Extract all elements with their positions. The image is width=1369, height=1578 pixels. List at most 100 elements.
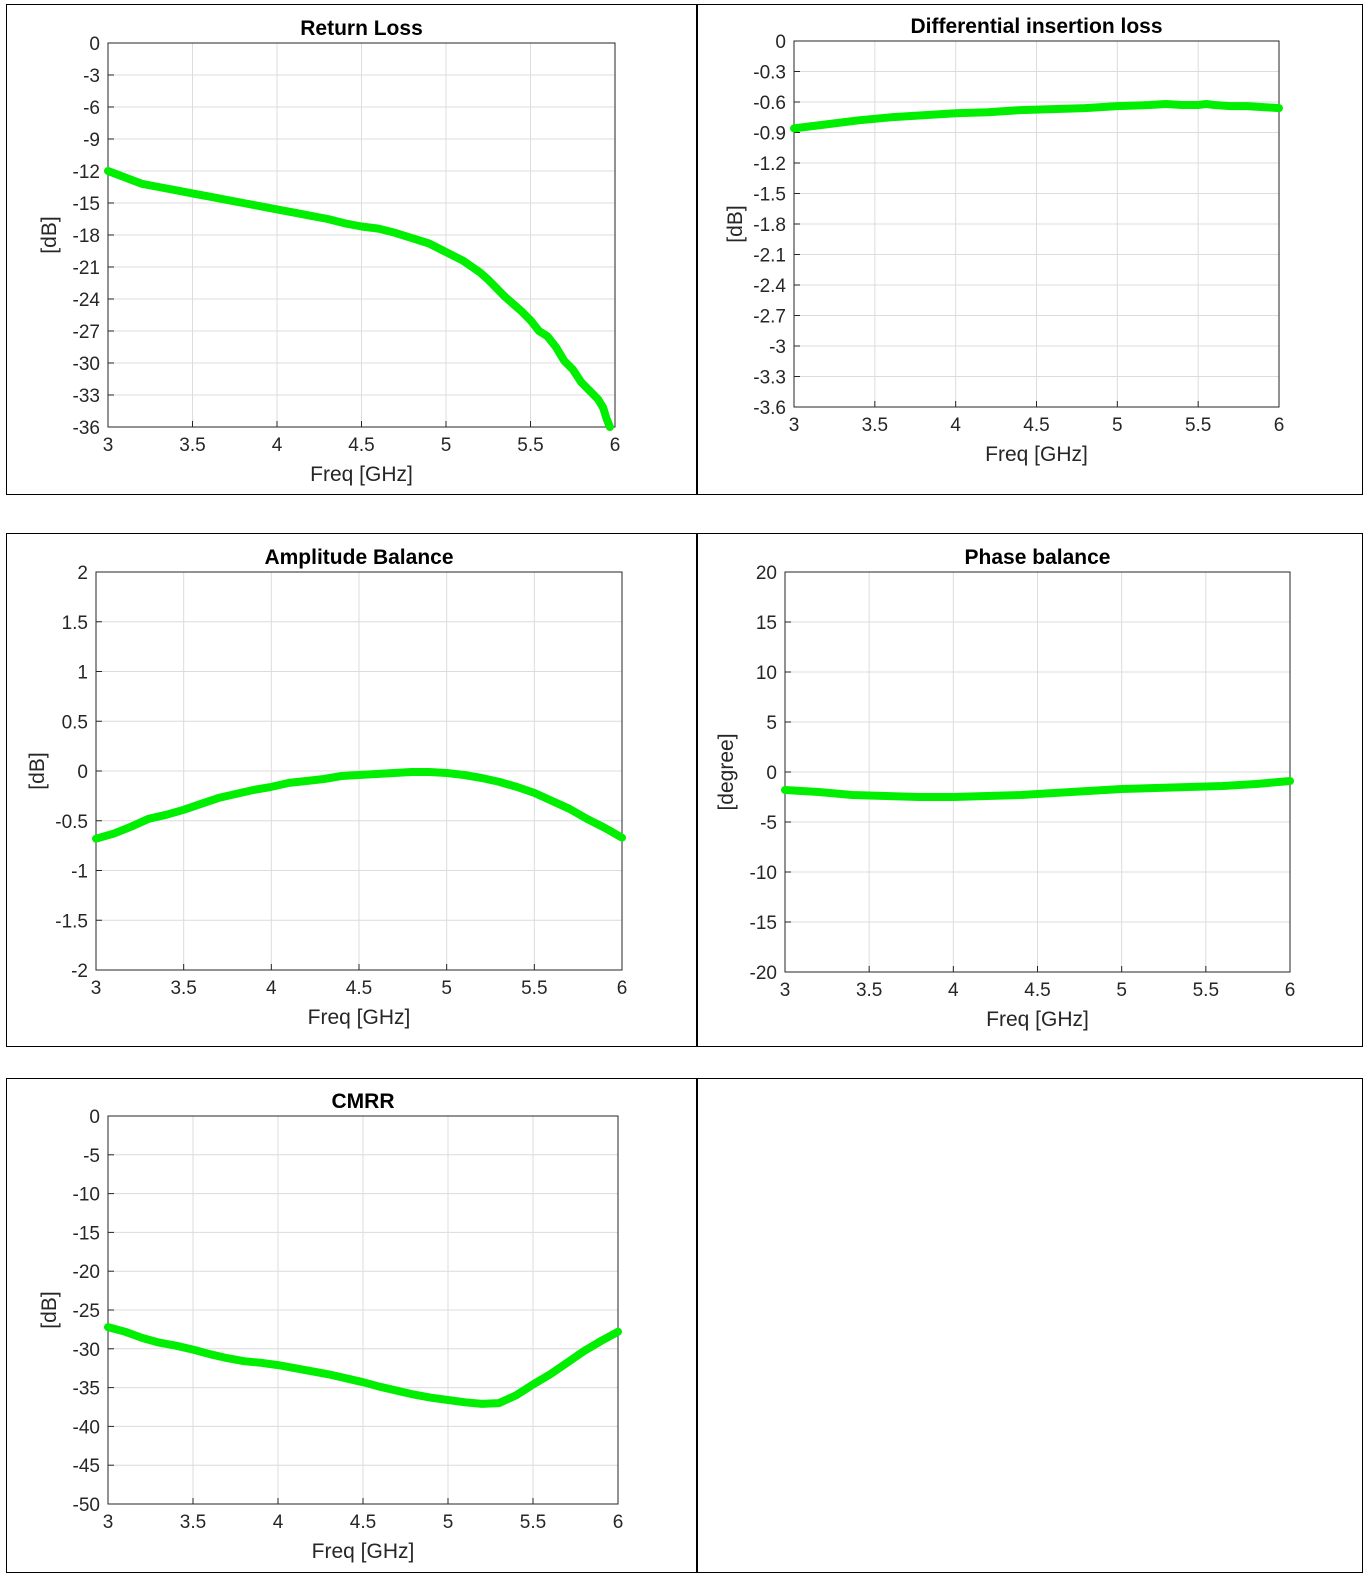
chart-1-ytick-label-5: -1.5 bbox=[753, 185, 786, 206]
chart-1-xtick-label-1: 3.5 bbox=[862, 415, 888, 436]
chart-2-ytick-label-4: 0 bbox=[77, 762, 88, 783]
chart-4-series-0 bbox=[104, 1323, 622, 1408]
chart-4-ytick-label-3: -15 bbox=[73, 1223, 100, 1244]
chart-0-xtick-label-1: 3.5 bbox=[179, 435, 205, 456]
chart-0-ytick-label-6: -18 bbox=[73, 226, 100, 247]
chart-3-xtick-label-0: 3 bbox=[780, 980, 791, 1001]
panel-empty bbox=[697, 1078, 1363, 1573]
chart-1-xlabel: Freq [GHz] bbox=[985, 443, 1088, 466]
chart-0-xlabel: Freq [GHz] bbox=[310, 463, 413, 486]
chart-4-ytick-label-4: -20 bbox=[73, 1262, 100, 1283]
chart-2-ytick-label-0: 2 bbox=[77, 563, 88, 584]
chart-1-ytick-label-8: -2.4 bbox=[753, 276, 786, 297]
chart-1-ytick-label-4: -1.2 bbox=[753, 154, 786, 175]
chart-0-ytick-label-11: -33 bbox=[73, 386, 100, 407]
chart-4-ytick-label-10: -50 bbox=[73, 1495, 100, 1516]
chart-3-ytick-label-6: -10 bbox=[750, 863, 777, 884]
chart-1-ytick-label-9: -2.7 bbox=[753, 307, 786, 328]
chart-0-ytick-label-8: -24 bbox=[73, 290, 101, 311]
panel-phase-balance: 3 3.5 4 4.5 5 5.5 6 20 15 10 5 0 -5 -10 -15 -20 Phase ba… bbox=[697, 533, 1363, 1047]
chart-4-xtick-label-5: 5.5 bbox=[520, 1512, 546, 1533]
chart-0-ytick-label-0: 0 bbox=[89, 34, 100, 55]
chart-0-ytick-label-4: -12 bbox=[73, 162, 100, 183]
chart-2-xtick-label-4: 5 bbox=[441, 978, 452, 999]
chart-2-ytick-label-8: -2 bbox=[71, 961, 88, 982]
chart-0-ytick-label-10: -30 bbox=[73, 354, 100, 375]
chart-4-xlabel: Freq [GHz] bbox=[312, 1540, 415, 1563]
chart-0-ylabel: [dB] bbox=[38, 216, 61, 253]
panel-cmrr: 3 3.5 4 4.5 5 5.5 6 0 -5 -10 -15 -20 -25 -30 -35 -40 -45… bbox=[6, 1078, 697, 1573]
chart-3-xtick-label-2: 4 bbox=[948, 980, 959, 1001]
chart-3-ylabel: [degree] bbox=[715, 733, 738, 810]
chart-1-ytick-label-7: -2.1 bbox=[753, 246, 786, 267]
chart-0-xtick-label-6: 6 bbox=[610, 435, 621, 456]
panel-amplitude-balance: 3 3.5 4 4.5 5 5.5 6 2 1.5 1 0.5 0 -0.5 -1 -1.5 -2 Amplit… bbox=[6, 533, 697, 1047]
chart-1-ylabel: [dB] bbox=[724, 205, 747, 242]
chart-3-ytick-label-5: -5 bbox=[760, 813, 777, 834]
chart-amplitude-balance: 3 3.5 4 4.5 5 5.5 6 2 1.5 1 0.5 0 -0.5 -1 -1.5 -2 Amplit… bbox=[26, 546, 628, 1029]
chart-2-xlabel: Freq [GHz] bbox=[308, 1006, 411, 1029]
chart-4-xtick-label-1: 3.5 bbox=[180, 1512, 206, 1533]
chart-0-ytick-label-5: -15 bbox=[73, 194, 100, 215]
chart-1-xtick-label-5: 5.5 bbox=[1185, 415, 1211, 436]
chart-4-ytick-label-7: -35 bbox=[73, 1379, 100, 1400]
chart-0-ytick-label-7: -21 bbox=[73, 258, 100, 279]
chart-4-ytick-label-0: 0 bbox=[89, 1107, 100, 1128]
chart-4-xtick-label-0: 3 bbox=[103, 1512, 114, 1533]
chart-0-series-0 bbox=[104, 167, 614, 431]
chart-0-ytick-label-2: -6 bbox=[83, 98, 100, 119]
chart-3-ytick-label-0: 20 bbox=[756, 563, 777, 584]
chart-3-xtick-label-6: 6 bbox=[1285, 980, 1296, 1001]
chart-1-ytick-label-2: -0.6 bbox=[753, 93, 786, 114]
chart-1-xtick-label-0: 3 bbox=[789, 415, 800, 436]
chart-2-series-0 bbox=[92, 768, 626, 843]
chart-1-ytick-label-6: -1.8 bbox=[753, 215, 786, 236]
chart-4-ytick-label-9: -45 bbox=[73, 1456, 100, 1477]
chart-4-xtick-label-3: 4.5 bbox=[350, 1512, 376, 1533]
chart-3-title: Phase balance bbox=[965, 546, 1111, 569]
chart-differential-insertion-loss: 3 3.5 4 4.5 5 5.5 6 0 -0.3 -0.6 -0.9 -1.2 -1.5 -1.8 -2… bbox=[724, 15, 1285, 466]
chart-1-ytick-label-0: 0 bbox=[775, 32, 786, 53]
chart-3-ytick-label-7: -15 bbox=[750, 913, 777, 934]
chart-4-ytick-label-2: -10 bbox=[73, 1185, 100, 1206]
chart-2-xtick-label-1: 3.5 bbox=[170, 978, 196, 999]
chart-1-ytick-label-1: -0.3 bbox=[753, 63, 786, 84]
chart-0-title: Return Loss bbox=[300, 17, 423, 40]
chart-0-xtick-label-3: 4.5 bbox=[348, 435, 374, 456]
chart-2-xtick-label-6: 6 bbox=[617, 978, 628, 999]
chart-3-xlabel: Freq [GHz] bbox=[986, 1008, 1089, 1031]
chart-2-ylabel: [dB] bbox=[26, 752, 49, 789]
chart-4-ytick-label-1: -5 bbox=[83, 1146, 100, 1167]
chart-1-series-0 bbox=[790, 100, 1283, 133]
chart-4-title: CMRR bbox=[332, 1090, 395, 1113]
chart-cmrr: 3 3.5 4 4.5 5 5.5 6 0 -5 -10 -15 -20 -25 -30 -35 -40 -45… bbox=[38, 1090, 623, 1563]
chart-0-xtick-label-4: 5 bbox=[441, 435, 452, 456]
chart-3-ytick-label-4: 0 bbox=[766, 763, 777, 784]
chart-0-ytick-label-9: -27 bbox=[73, 322, 100, 343]
chart-0-grid bbox=[107, 42, 616, 428]
chart-4-ytick-label-8: -40 bbox=[73, 1417, 100, 1438]
chart-1-grid bbox=[793, 40, 1280, 408]
chart-1-xtick-label-2: 4 bbox=[950, 415, 961, 436]
chart-2-ytick-label-3: 0.5 bbox=[62, 712, 88, 733]
chart-4-xtick-label-4: 5 bbox=[443, 1512, 454, 1533]
chart-0-ytick-label-12: -36 bbox=[73, 418, 100, 439]
chart-1-ytick-label-12: -3.6 bbox=[753, 398, 786, 419]
chart-2-ytick-label-2: 1 bbox=[77, 663, 88, 684]
chart-1-ytick-label-3: -0.9 bbox=[753, 124, 786, 145]
chart-3-xtick-label-1: 3.5 bbox=[856, 980, 882, 1001]
chart-2-xtick-label-2: 4 bbox=[266, 978, 277, 999]
chart-3-ytick-label-1: 15 bbox=[756, 613, 777, 634]
chart-1-xtick-label-3: 4.5 bbox=[1023, 415, 1049, 436]
chart-3-ytick-label-2: 10 bbox=[756, 663, 777, 684]
chart-2-title: Amplitude Balance bbox=[264, 546, 453, 569]
chart-2-xtick-label-0: 3 bbox=[91, 978, 102, 999]
chart-3-xtick-label-4: 5 bbox=[1116, 980, 1127, 1001]
chart-1-xtick-label-6: 6 bbox=[1274, 415, 1285, 436]
chart-3-grid bbox=[784, 571, 1291, 973]
chart-4-ytick-label-5: -25 bbox=[73, 1301, 100, 1322]
chart-1-xtick-label-4: 5 bbox=[1112, 415, 1123, 436]
chart-0-ytick-label-3: -9 bbox=[83, 130, 100, 151]
chart-4-ytick-label-6: -30 bbox=[73, 1340, 100, 1361]
chart-0-xtick-label-2: 4 bbox=[272, 435, 283, 456]
